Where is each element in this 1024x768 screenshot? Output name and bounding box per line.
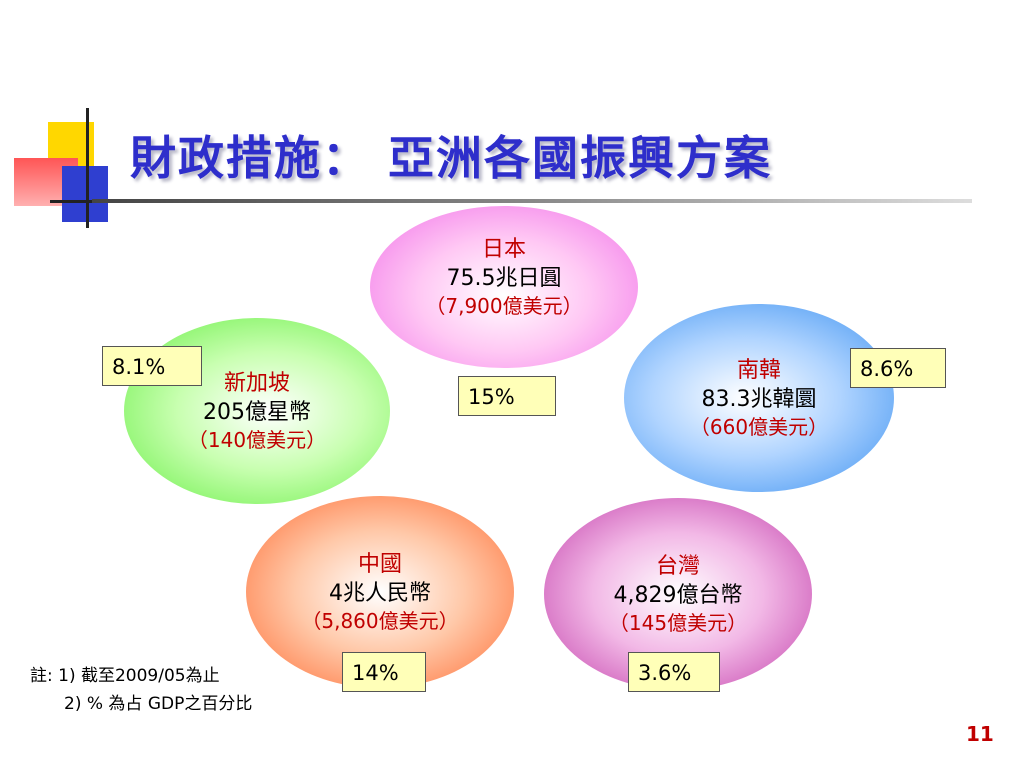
china-amount: 4兆人民幣 — [329, 580, 431, 606]
china-usd: （5,860億美元） — [301, 608, 459, 633]
korea-ellipse: 南韓 83.3兆韓圜 （660億美元） — [624, 304, 894, 492]
decor-blue-square — [62, 166, 108, 222]
china-gdp-pct-badge: 14% — [342, 652, 426, 692]
singapore-usd: （140億美元） — [187, 427, 327, 452]
china-name: 中國 — [357, 551, 402, 577]
singapore-gdp-pct-badge: 8.1% — [102, 346, 202, 386]
title-underline — [92, 199, 972, 203]
korea-name: 南韓 — [736, 357, 781, 383]
decor-vertical-line — [86, 108, 89, 228]
decor-horizontal-line — [50, 200, 120, 203]
korea-amount: 83.3兆韓圜 — [701, 386, 817, 412]
footnotes: 註: 1) 截至2009/05為止 2) % 為占 GDP之百分比 — [30, 662, 252, 718]
taiwan-gdp-pct-badge: 3.6% — [628, 652, 720, 692]
taiwan-name: 台灣 — [655, 553, 700, 579]
footnote-2: 2) % 為占 GDP之百分比 — [64, 694, 253, 714]
singapore-amount: 205億星幣 — [203, 399, 311, 425]
singapore-name: 新加坡 — [223, 370, 290, 396]
japan-ellipse: 日本 75.5兆日圓 （7,900億美元） — [370, 206, 638, 368]
footnote-1: 註: 1) 截至2009/05為止 — [30, 666, 220, 686]
japan-gdp-pct-badge: 15% — [458, 376, 556, 416]
japan-usd: （7,900億美元） — [425, 293, 583, 318]
page-number: 11 — [966, 722, 994, 746]
taiwan-usd: （145億美元） — [608, 610, 748, 635]
taiwan-amount: 4,829億台幣 — [613, 582, 743, 608]
japan-amount: 75.5兆日圓 — [446, 265, 562, 291]
korea-usd: （660億美元） — [689, 414, 829, 439]
japan-name: 日本 — [481, 236, 526, 262]
page-title: 財政措施： 亞洲各國振興方案 — [130, 131, 773, 185]
korea-gdp-pct-badge: 8.6% — [850, 348, 946, 388]
